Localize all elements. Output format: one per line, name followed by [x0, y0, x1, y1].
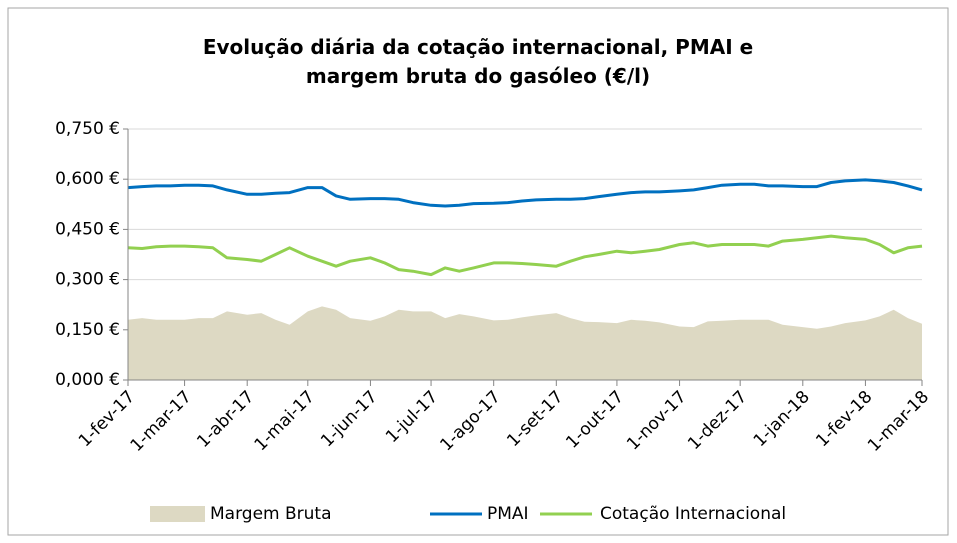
area — [128, 306, 922, 380]
legend-swatch — [150, 506, 205, 522]
chart-title: Evolução diária da cotação internacional… — [203, 35, 753, 88]
y-tick-label: 0,450 € — [55, 219, 120, 239]
legend-label: PMAI — [487, 504, 529, 524]
y-tick-label: 0,600 € — [55, 169, 120, 189]
y-tick-label: 0,750 € — [55, 119, 120, 139]
chart-border — [7, 7, 949, 536]
legend-label: Margem Bruta — [210, 504, 332, 524]
y-tick-label: 0,300 € — [55, 270, 120, 290]
line — [127, 234, 923, 277]
y-tick-label: 0,000 € — [55, 370, 120, 390]
line — [127, 178, 923, 208]
legend-label: Cotação Internacional — [600, 504, 786, 524]
y-tick-label: 0,150 € — [55, 320, 120, 340]
